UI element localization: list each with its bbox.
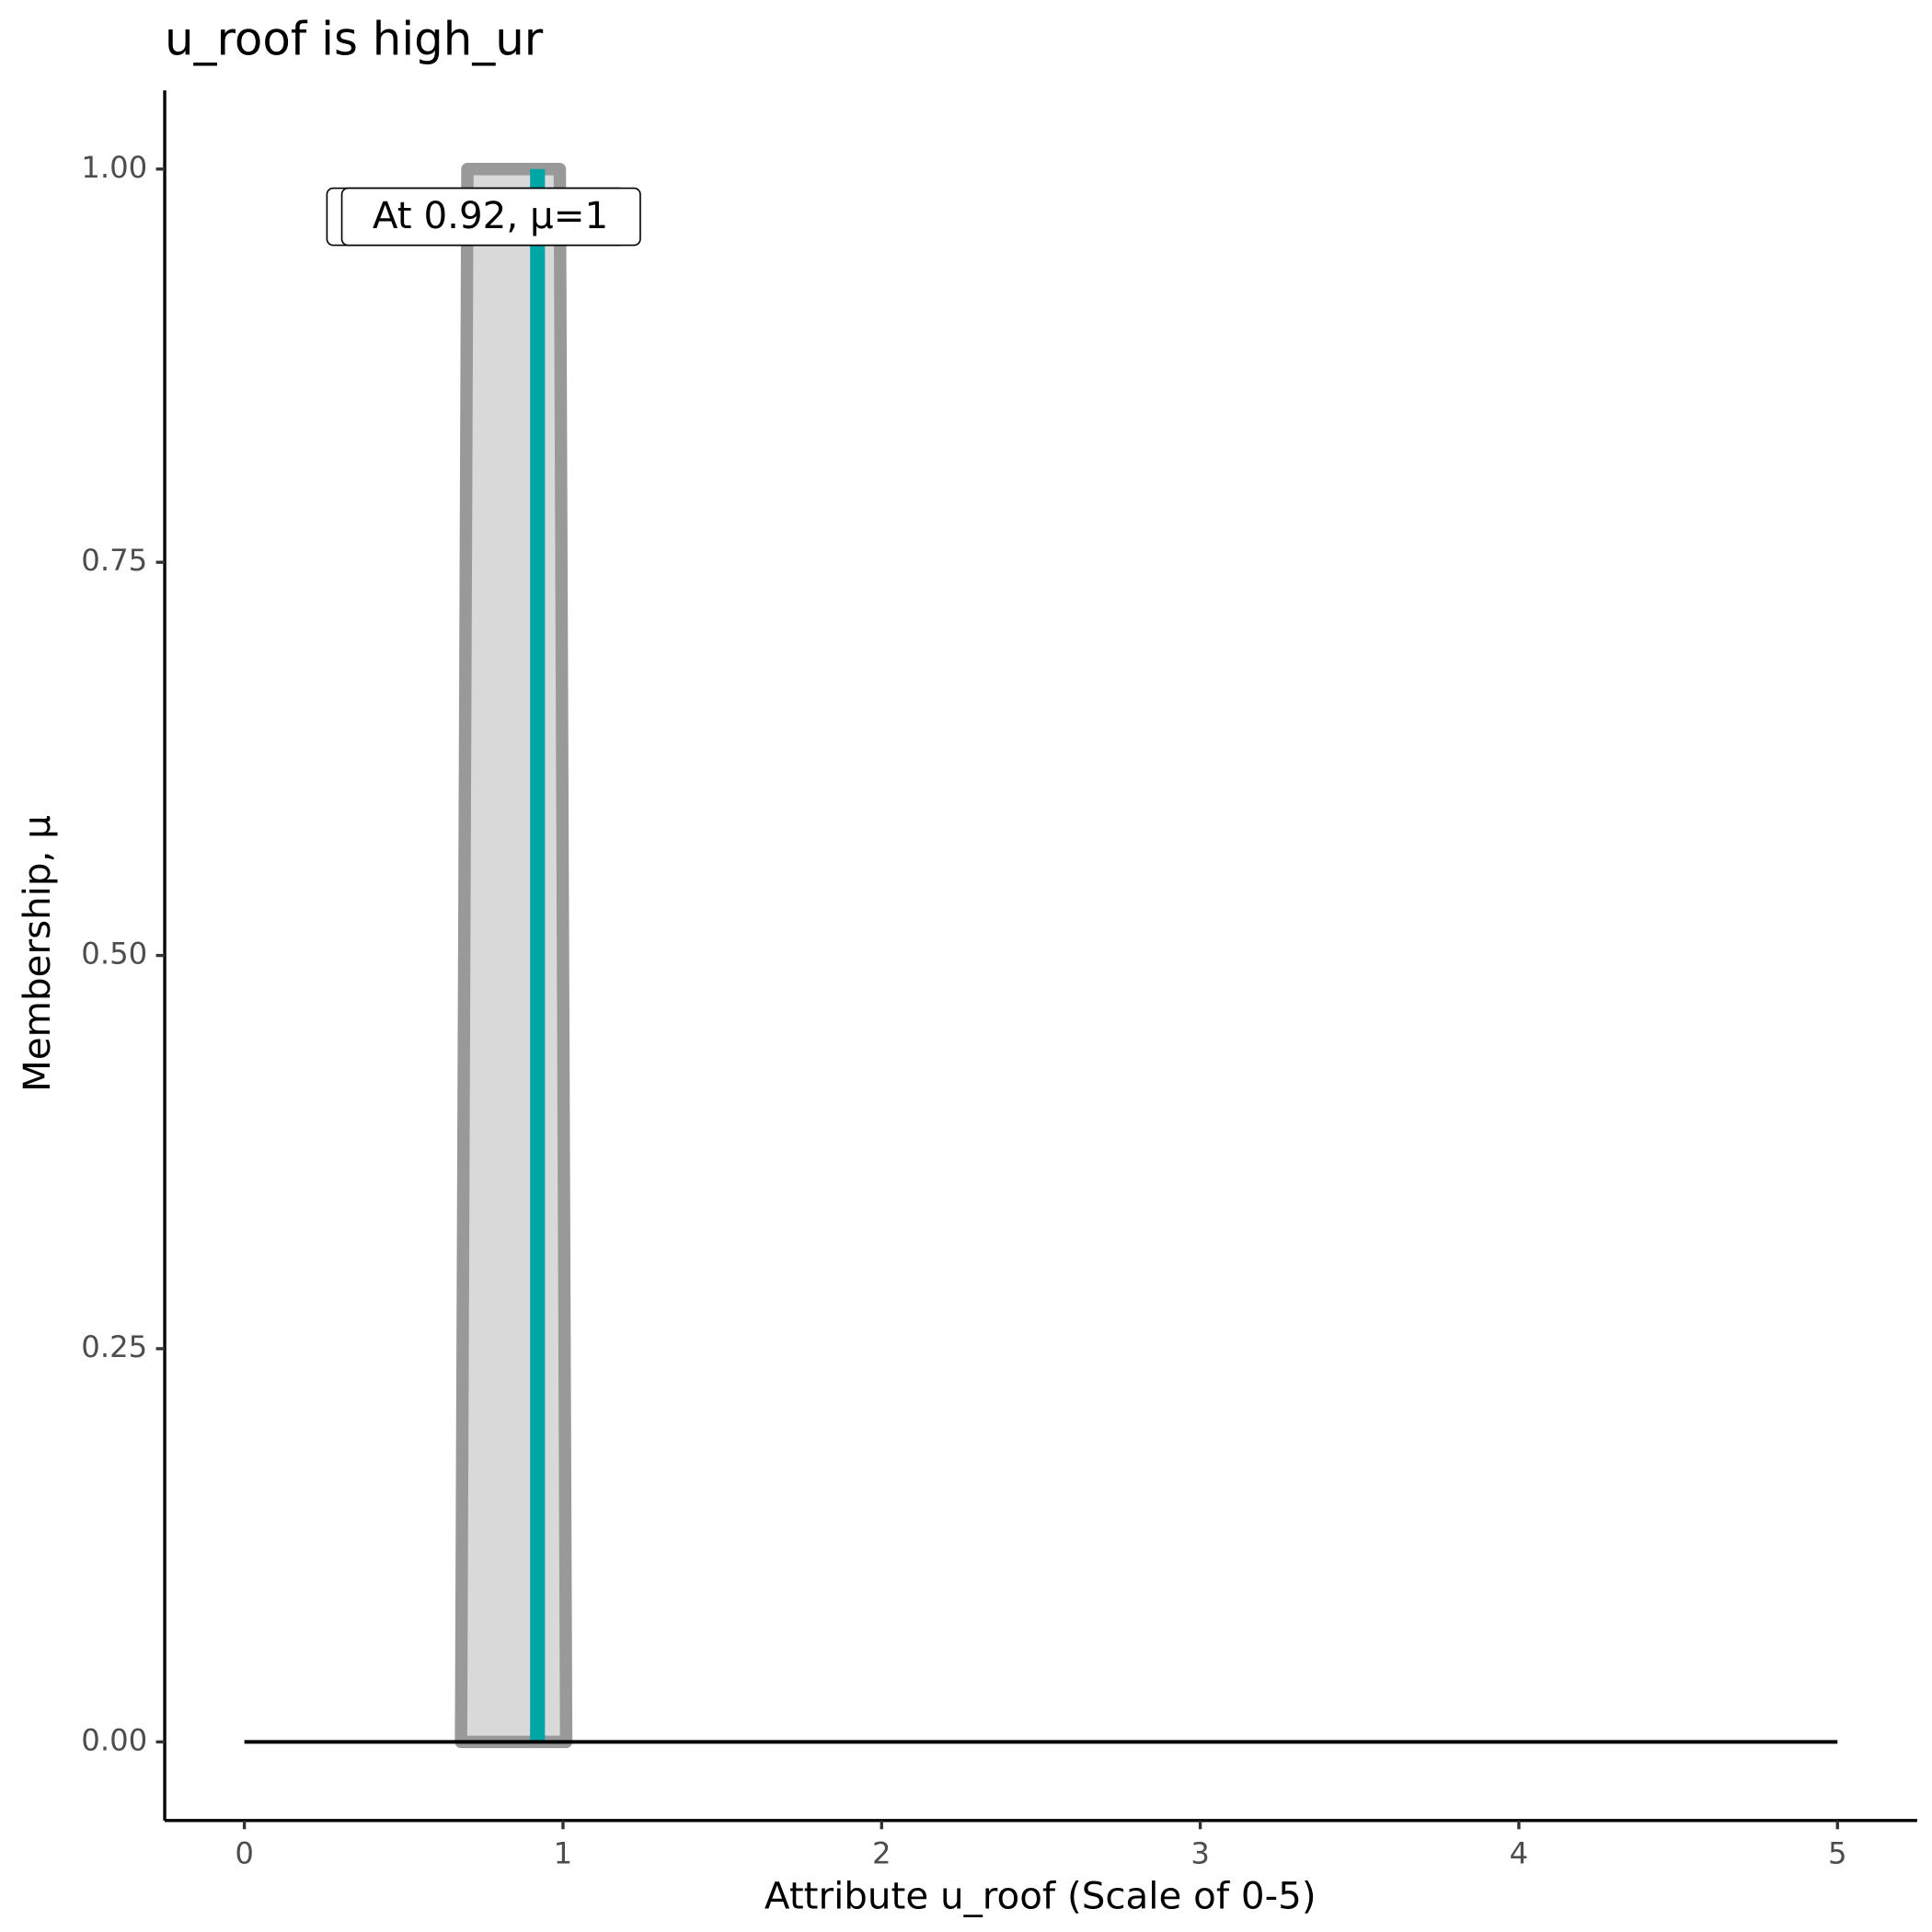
y-tick-label: 0.25: [81, 1329, 147, 1364]
annotation: At 0.92, μ=1: [373, 194, 608, 237]
x-tick-label: 3: [1190, 1836, 1210, 1871]
x-axis-title: Attribute u_roof (Scale of 0-5): [765, 1875, 1317, 1918]
chart-title: u_roof is high_ur: [165, 12, 544, 65]
y-tick-label: 1.00: [81, 150, 147, 185]
x-tick-label: 1: [554, 1836, 573, 1871]
x-tick-label: 4: [1510, 1836, 1529, 1871]
y-axis-title: Membership, μ: [16, 815, 59, 1092]
annotation-box: [340, 187, 641, 247]
y-tick-label: 0.00: [81, 1722, 147, 1757]
x-tick-label: 0: [235, 1836, 254, 1871]
x-tick-label: 2: [872, 1836, 891, 1871]
y-tick-label: 0.75: [81, 543, 147, 578]
y-tick-label: 0.50: [81, 937, 147, 972]
plot-area: 0 1 2 3 4 5 0.00 0.25 0.50 0.75 1.00 At 0.92, μ=1: [81, 90, 1917, 1871]
x-tick-label: 5: [1828, 1836, 1847, 1871]
membership-shape: [454, 163, 573, 1749]
